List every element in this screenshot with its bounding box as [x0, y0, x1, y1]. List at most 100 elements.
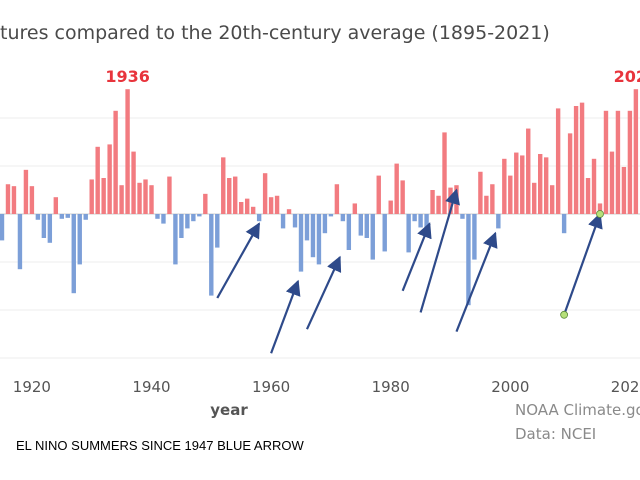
el-nino-arrow-6 [455, 231, 498, 333]
x-tick-1920: 1920 [13, 378, 51, 396]
bar-2016 [603, 110, 609, 214]
el-nino-arrow-2 [270, 279, 301, 354]
bar-1978 [376, 175, 381, 214]
bar-1917 [11, 186, 17, 214]
el-nino-arrow-5 [419, 188, 460, 313]
bar-2000 [508, 175, 513, 214]
bar-1934 [113, 110, 118, 214]
x-axis-ticks: 1920 1940 1960 1980 2000 2020 [13, 378, 640, 396]
bar-1943 [167, 176, 172, 214]
peak-label-2021: 2021 [614, 67, 640, 86]
bar-1919 [23, 169, 29, 214]
arrows [216, 188, 603, 354]
bar-1963 [286, 209, 292, 214]
green-marker-2 [596, 210, 604, 218]
bar-1966 [304, 214, 310, 241]
bar-1928 [77, 214, 82, 265]
bar-1987 [430, 190, 435, 214]
bar-1976 [364, 214, 369, 238]
bars [0, 89, 639, 306]
caption: EL NINO SUMMERS SINCE 1947 BLUE ARROW [16, 438, 304, 453]
bar-1931 [95, 146, 100, 214]
bar-2007 [549, 185, 555, 214]
bar-1981 [394, 163, 399, 214]
bar-1948 [197, 214, 202, 217]
bar-1953 [227, 178, 232, 214]
bar-1925 [59, 214, 64, 219]
bar-1996 [484, 195, 489, 214]
bar-1994 [472, 214, 477, 260]
bar-2011 [573, 106, 579, 214]
bar-1916 [5, 184, 11, 214]
bar-1946 [185, 214, 190, 229]
bar-1951 [215, 214, 220, 248]
bar-2019 [621, 166, 627, 214]
bar-1942 [161, 214, 166, 224]
el-nino-arrow-4 [401, 222, 432, 292]
bar-2012 [579, 102, 585, 214]
bar-1995 [478, 171, 483, 214]
bar-1998 [496, 214, 501, 229]
bar-1965 [298, 214, 304, 272]
credit-line-2: Data: NCEI [515, 425, 596, 443]
bar-1924 [53, 197, 59, 214]
bar-1967 [310, 214, 316, 258]
bar-1970 [328, 214, 334, 217]
bar-1915 [0, 214, 5, 241]
bar-1927 [71, 214, 76, 294]
bar-1941 [155, 214, 160, 219]
bar-1962 [280, 214, 286, 229]
bar-1921 [35, 214, 41, 220]
bar-2020 [627, 110, 633, 214]
bar-1918 [17, 214, 23, 270]
bar-1957 [250, 206, 256, 214]
bar-1989 [442, 132, 447, 214]
bar-1937 [131, 151, 136, 214]
x-tick-2020: 2020 [611, 378, 640, 396]
bar-1980 [388, 200, 393, 214]
bar-2010 [567, 133, 573, 214]
bar-1982 [400, 180, 405, 214]
bar-1985 [418, 214, 423, 228]
bar-2021 [633, 89, 639, 214]
peak-label-1936: 1936 [105, 67, 150, 86]
bar-1929 [83, 214, 88, 220]
bar-1960 [268, 197, 274, 214]
bar-1955 [239, 202, 244, 214]
bar-1952 [221, 157, 226, 214]
bar-2018 [615, 110, 621, 214]
bar-1936 [125, 89, 130, 214]
x-axis-label: year [210, 401, 248, 419]
bar-1950 [209, 214, 214, 296]
el-nino-arrow-3 [305, 255, 342, 330]
bar-1935 [119, 185, 124, 214]
bar-1949 [203, 193, 208, 214]
x-tick-1980: 1980 [372, 378, 410, 396]
bar-1933 [107, 144, 112, 214]
bar-1932 [101, 178, 106, 214]
bar-2005 [538, 154, 543, 214]
bar-1983 [406, 214, 411, 253]
bar-2015 [597, 203, 603, 214]
bar-2001 [514, 152, 519, 214]
bar-2014 [591, 158, 597, 214]
chart-title: tures compared to the 20th-century avera… [0, 22, 550, 44]
bar-1984 [412, 214, 417, 222]
bar-1971 [334, 184, 340, 214]
green-marker-1 [560, 310, 569, 319]
credit-line-1: NOAA Climate.gov [515, 401, 640, 419]
bar-2008 [555, 108, 561, 214]
bar-2003 [526, 128, 531, 214]
x-tick-2000: 2000 [491, 378, 529, 396]
bar-1956 [244, 198, 250, 214]
bar-1969 [322, 214, 328, 234]
bar-1975 [358, 214, 363, 236]
bar-1922 [41, 214, 47, 238]
bar-2002 [520, 155, 525, 214]
bar-1938 [137, 182, 142, 214]
bar-1968 [316, 214, 322, 265]
bar-2004 [532, 182, 537, 214]
bar-1954 [233, 176, 238, 214]
bar-2006 [543, 157, 549, 214]
bar-1972 [340, 214, 346, 222]
